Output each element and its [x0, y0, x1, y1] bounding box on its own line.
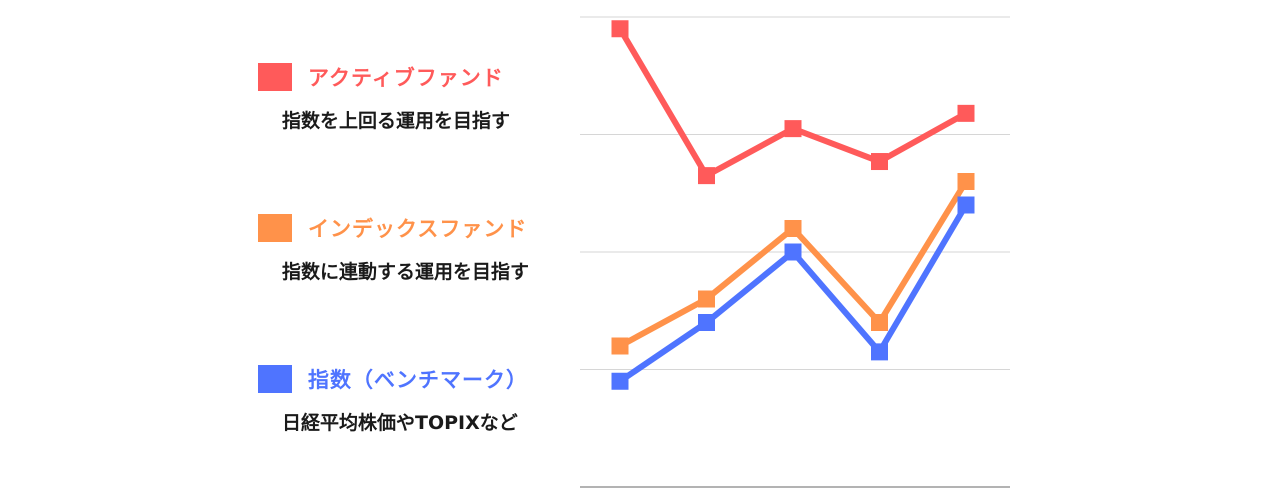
legend-title-index-fund: インデックスファンド [308, 217, 528, 241]
data-point-active-fund [611, 20, 629, 38]
data-point-benchmark [784, 243, 802, 261]
data-point-active-fund [957, 104, 975, 122]
legend-title-active-fund: アクティブファンド [308, 66, 504, 90]
data-point-benchmark [957, 196, 975, 214]
legend-entry-index-fund: インデックスファンド 指数に連動する運用を目指す [258, 211, 529, 284]
legend-description-active-fund: 指数を上回る運用を目指す [282, 110, 511, 132]
data-point-index-fund [611, 337, 629, 355]
series-line-index-fund [618, 179, 969, 349]
legend-swatch-active-fund [258, 63, 292, 91]
data-point-benchmark [611, 372, 629, 390]
legend-swatch-benchmark [258, 365, 292, 393]
data-point-index-fund [698, 290, 715, 308]
legend-description-benchmark: 日経平均株価やTOPIXなど [282, 412, 518, 434]
data-point-benchmark [698, 314, 715, 331]
series-line-active-fund [617, 27, 968, 179]
series-active-fund [611, 20, 975, 185]
series-index-fund [611, 173, 975, 355]
data-point-active-fund [784, 120, 802, 138]
data-point-active-fund [698, 167, 715, 185]
legend-swatch-index-fund [258, 214, 292, 242]
chart-series [611, 20, 975, 390]
data-point-index-fund [784, 220, 802, 237]
data-point-benchmark [871, 343, 888, 361]
legend-entry-benchmark: 指数（ベンチマーク） 日経平均株価やTOPIXなど [258, 362, 528, 435]
legend-title-benchmark: 指数（ベンチマーク） [308, 368, 528, 392]
data-point-index-fund [871, 314, 888, 331]
legend-description-index-fund: 指数に連動する運用を目指す [282, 261, 530, 283]
data-point-index-fund [957, 173, 975, 190]
data-point-active-fund [871, 153, 888, 171]
series-benchmark [611, 196, 975, 390]
legend-entry-active-fund: アクティブファンド 指数を上回る運用を目指す [258, 60, 510, 133]
